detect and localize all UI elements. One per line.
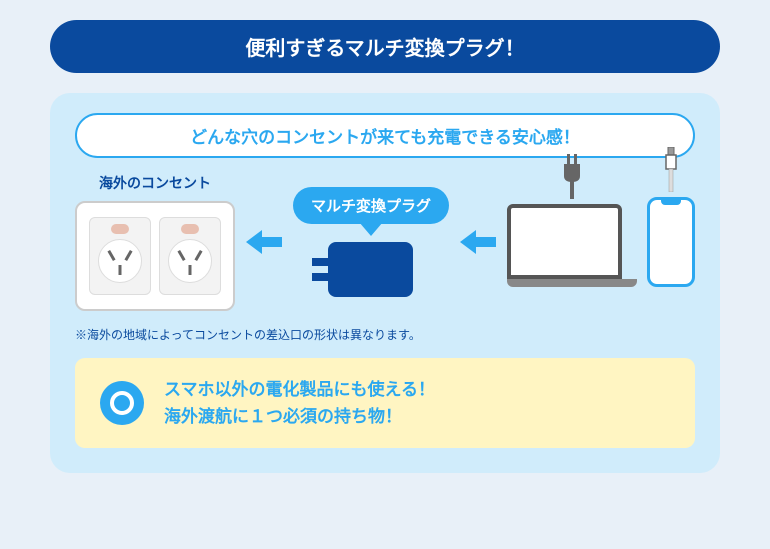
devices	[507, 197, 695, 287]
laptop-wrap	[507, 204, 637, 287]
subtitle-text: どんな穴のコンセントが来ても充電できる安心感！	[190, 128, 580, 147]
laptop-base-icon	[507, 279, 637, 287]
content-box: どんな穴のコンセントが来ても充電できる安心感！ 海外のコンセント	[50, 93, 720, 473]
adapter-label-text: マルチ変換プラグ	[311, 198, 431, 215]
phone-notch-icon	[661, 200, 681, 205]
circle-ok-icon	[100, 381, 144, 425]
note-text: ※海外の地域によってコンセントの差込口の形状は異なります。	[75, 326, 695, 343]
bottom-callout: スマホ以外の電化製品にも使える！ 海外渡航に１つ必須の持ち物！	[75, 358, 695, 448]
adapter-section: マルチ変換プラグ	[293, 187, 449, 297]
outlet-switch-icon	[181, 224, 199, 234]
outlet-socket-right	[159, 217, 221, 295]
arrow-left-icon	[460, 228, 496, 256]
phone-icon	[647, 197, 695, 287]
title-text: 便利すぎるマルチ変換プラグ！	[245, 38, 524, 60]
outlet-plate	[75, 201, 235, 311]
callout-line1: スマホ以外の電化製品にも使える！	[164, 376, 435, 403]
outlet-section: 海外のコンセント	[75, 173, 235, 311]
laptop-icon	[507, 204, 622, 279]
outlet-face-icon	[168, 239, 212, 283]
arrow-left-icon	[246, 228, 282, 256]
outlet-socket-left	[89, 217, 151, 295]
title-pill: 便利すぎるマルチ変換プラグ！	[50, 20, 720, 73]
outlet-switch-icon	[111, 224, 129, 234]
adapter-label: マルチ変換プラグ	[293, 187, 449, 224]
adapter-body-icon	[328, 242, 413, 297]
power-plug-icon	[558, 154, 586, 204]
outlet-face-icon	[98, 239, 142, 283]
usb-cable-icon	[663, 147, 679, 197]
callout-text: スマホ以外の電化製品にも使える！ 海外渡航に１つ必須の持ち物！	[164, 376, 435, 430]
subtitle-pill: どんな穴のコンセントが来ても充電できる安心感！	[75, 113, 695, 158]
diagram-row: 海外のコンセント	[75, 173, 695, 311]
phone-wrap	[647, 197, 695, 287]
outlet-label: 海外のコンセント	[99, 173, 211, 193]
callout-line2: 海外渡航に１つ必須の持ち物！	[164, 403, 435, 430]
